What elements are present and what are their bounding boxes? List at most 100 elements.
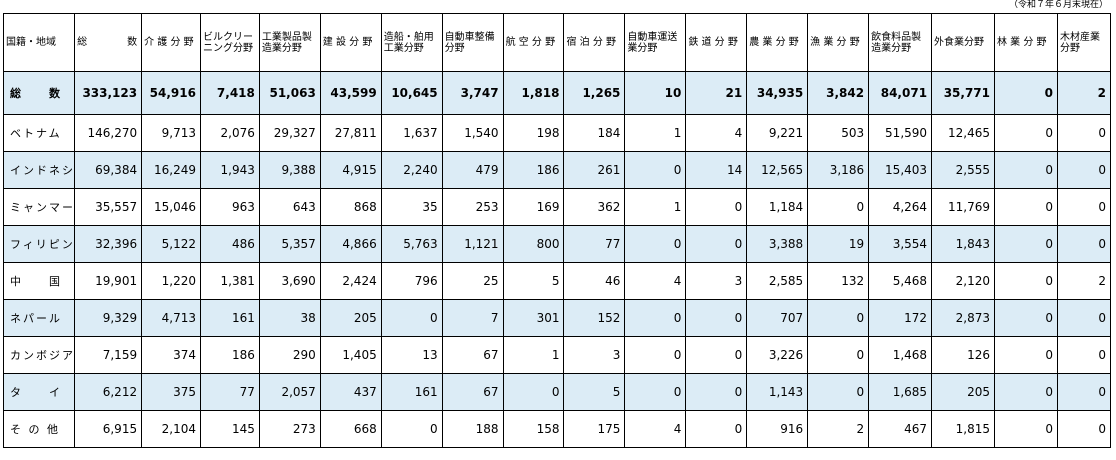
value-cell: 186 [199,336,260,374]
value-cell: 3 [563,336,626,374]
table-row: フィリピン 32,396 5,122 486 5,357 4,866 5,763 1,121 8… [2,225,1112,263]
as-of-date-note: （令和７年６月末現在） [1008,0,1108,10]
row-label-cell: タ イ [2,373,76,411]
value-cell: 21 [685,71,748,115]
value-cell: 27,811 [319,114,382,152]
header-cell: ビルクリーニング分野 [199,13,260,72]
value-cell: 9,388 [258,151,321,189]
value-cell: 261 [563,151,626,189]
value-cell: 3,747 [441,71,504,115]
value-cell: 374 [141,336,201,374]
table-row: カンボジア 7,159 374 186 290 1,405 13 67 1 3 0 0 3,226 0 1,… [2,336,1112,374]
value-cell: 35,557 [74,188,143,226]
value-cell: 5,468 [868,262,933,300]
value-cell: 0 [807,299,870,337]
value-cell: 0 [994,373,1058,411]
value-cell: 35 [380,188,443,226]
value-cell: 2,873 [931,299,995,337]
row-label-cell: 総 数 [2,71,76,115]
value-cell: 503 [807,114,870,152]
value-cell: 5,357 [258,225,321,263]
header-cell: 航 空 分 野 [502,13,565,72]
value-cell: 205 [319,299,382,337]
header-cell: 自動車整備分野 [441,13,504,72]
value-cell: 67 [441,336,504,374]
value-cell: 161 [199,299,260,337]
value-cell: 34,935 [746,71,809,115]
value-cell: 161 [380,373,443,411]
value-cell: 12,465 [931,114,995,152]
row-label-cell: インドネシア [2,151,76,189]
value-cell: 9,713 [141,114,201,152]
value-cell: 10 [624,71,687,115]
value-cell: 0 [1056,151,1112,189]
value-cell: 437 [319,373,382,411]
row-label-cell: カンボジア [2,336,76,374]
value-cell: 77 [563,225,626,263]
value-cell: 0 [994,410,1058,448]
header-cell: 飲食料品製造業分野 [868,13,933,72]
header-cell: 農 業 分 野 [746,13,809,72]
header-row: 国籍・地域 総 数 介 護 分 野 ビルクリーニング分野 工業製品製造業分野 建… [2,13,1112,72]
table-row: タ イ 6,212 375 77 2,057 437 161 67 0 5 0 0 1,143 0 1,68… [2,373,1112,411]
header-cell: 自動車運送業分野 [624,13,687,72]
value-cell: 152 [563,299,626,337]
value-cell: 1,381 [199,262,260,300]
header-cell: 国籍・地域 [2,13,76,72]
value-cell: 1,265 [563,71,626,115]
value-cell: 10,645 [380,71,443,115]
value-cell: 205 [931,373,995,411]
value-cell: 1,121 [441,225,504,263]
value-cell: 479 [441,151,504,189]
value-cell: 2,120 [931,262,995,300]
row-label-cell: ベトナム [2,114,76,152]
value-cell: 14 [685,151,748,189]
value-cell: 29,327 [258,114,321,152]
value-cell: 6,915 [74,410,143,448]
value-cell: 2,555 [931,151,995,189]
value-cell: 51,063 [258,71,321,115]
value-cell: 126 [931,336,995,374]
value-cell: 963 [199,188,260,226]
header-cell: 介 護 分 野 [141,13,201,72]
value-cell: 3,186 [807,151,870,189]
value-cell: 186 [502,151,565,189]
value-cell: 4 [624,262,687,300]
value-cell: 46 [563,262,626,300]
value-cell: 169 [502,188,565,226]
value-cell: 1,685 [868,373,933,411]
value-cell: 9,221 [746,114,809,152]
value-cell: 3 [685,262,748,300]
value-cell: 1,818 [502,71,565,115]
value-cell: 2 [807,410,870,448]
value-cell: 2,057 [258,373,321,411]
value-cell: 643 [258,188,321,226]
value-cell: 7,418 [199,71,260,115]
table-row: インドネシア69,38416,2491,9439,3884,9152,24047… [2,151,1112,189]
value-cell: 158 [502,410,565,448]
value-cell: 273 [258,410,321,448]
value-cell: 69,384 [74,151,143,189]
value-cell: 7,159 [74,336,143,374]
value-cell: 0 [1056,336,1112,374]
value-cell: 5,763 [380,225,443,263]
value-cell: 19 [807,225,870,263]
value-cell: 11,769 [931,188,995,226]
value-cell: 0 [1056,373,1112,411]
value-cell: 146,270 [74,114,143,152]
value-cell: 188 [441,410,504,448]
value-cell: 145 [199,410,260,448]
value-cell: 3,388 [746,225,809,263]
value-cell: 796 [380,262,443,300]
value-cell: 1,943 [199,151,260,189]
value-cell: 4,915 [319,151,382,189]
value-cell: 0 [807,188,870,226]
value-cell: 2,240 [380,151,443,189]
value-cell: 1,184 [746,188,809,226]
value-cell: 0 [1056,114,1112,152]
value-cell: 0 [1056,410,1112,448]
value-cell: 868 [319,188,382,226]
value-cell: 198 [502,114,565,152]
value-cell: 1,815 [931,410,995,448]
header-cell: 木材産業分野 [1056,13,1112,72]
